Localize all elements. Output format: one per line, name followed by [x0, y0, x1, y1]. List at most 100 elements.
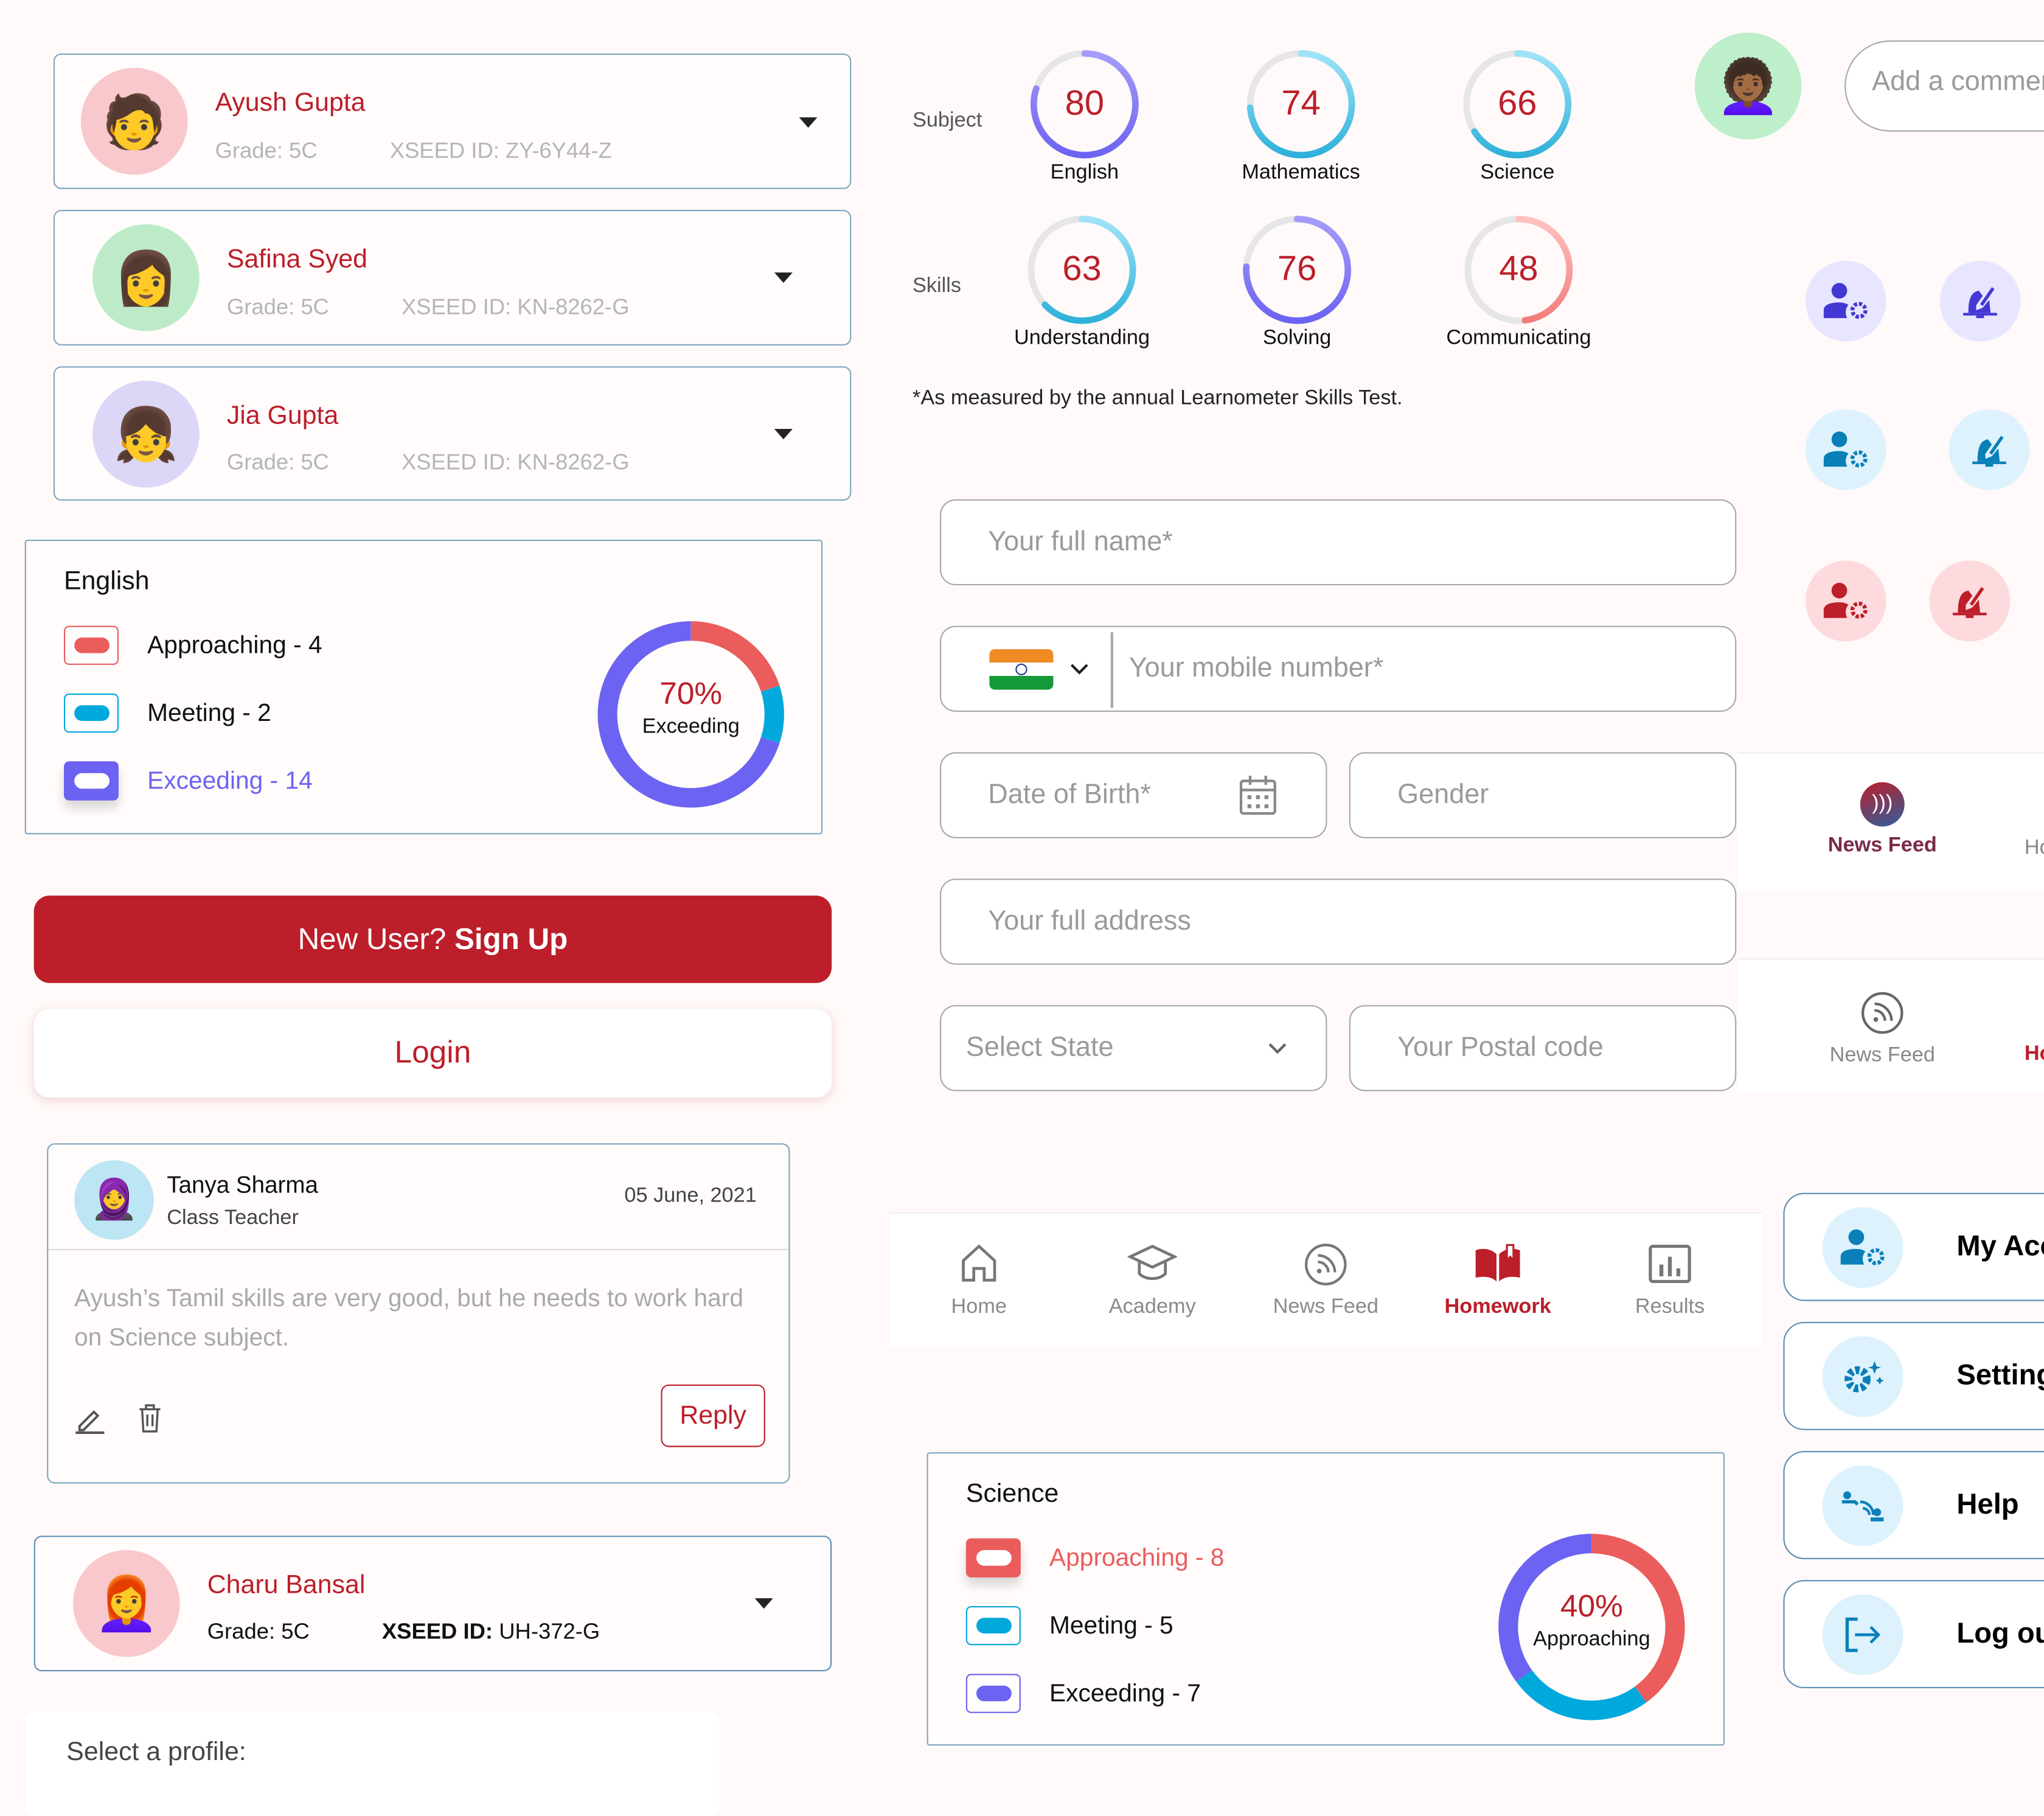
nav-news-feed[interactable]: News Feed [1254, 1242, 1397, 1319]
english-donut-chart [597, 621, 784, 808]
profile-card[interactable]: 👧 Jia Gupta Grade: 5C XSEED ID: KN-8262-… [53, 366, 852, 501]
sign-up-button[interactable]: New User? Sign Up [33, 896, 832, 983]
avatar: 👩 [92, 224, 200, 332]
profile-xseed-id: XSEED ID: ZY-6Y44-Z [389, 138, 612, 163]
xseed-label: XSEED ID: [381, 1619, 493, 1644]
score-ring [1027, 215, 1136, 324]
tab-home[interactable]: Ho [2024, 1043, 2044, 1065]
ring-progress [1031, 50, 1139, 159]
notification-edit-button[interactable] [1948, 409, 2030, 490]
nav-results[interactable]: Results [1598, 1242, 1742, 1319]
mobile-input[interactable]: Your mobile number* [940, 625, 1737, 712]
meeting-legend: Meeting - 5 [1049, 1612, 1173, 1640]
score-label: Understanding [1014, 327, 1150, 350]
ring-progress [1243, 215, 1352, 324]
logout-icon [1845, 1617, 1881, 1652]
delete-icon[interactable] [137, 1403, 163, 1434]
edit-icon[interactable] [74, 1403, 105, 1435]
approaching-legend-icon [64, 625, 119, 665]
full-name-input[interactable]: Your full name* [940, 499, 1737, 586]
sign-up-prefix: New User? [297, 922, 455, 956]
donut-percent: 70% [659, 677, 723, 712]
science-summary-card: Science Approaching - 8 Meeting - 5 Exce… [926, 1452, 1725, 1746]
profile-grade: Grade: 5C [215, 138, 318, 163]
user-settings-button[interactable] [1805, 260, 1886, 342]
meeting-legend-icon [965, 1606, 1021, 1646]
chevron-down-icon[interactable] [774, 429, 793, 440]
login-button[interactable]: Login [33, 1009, 832, 1098]
reply-button[interactable]: Reply [661, 1384, 765, 1447]
calendar-icon[interactable] [1239, 774, 1278, 816]
ring-progress [1471, 50, 1572, 159]
notification-edit-button[interactable] [1929, 560, 2011, 642]
chevron-down-icon[interactable] [774, 272, 793, 283]
donut-segment-meeting [1516, 1670, 1647, 1720]
menu-label: Settings [1956, 1358, 2044, 1391]
state-placeholder: Select State [965, 1032, 1114, 1063]
nav-academy[interactable]: Academy [1080, 1242, 1224, 1319]
science-donut-chart [1498, 1534, 1685, 1720]
rss-icon: ))) [1860, 782, 1905, 827]
menu-settings[interactable]: Settings [1783, 1321, 2044, 1430]
score-ring [1464, 215, 1573, 324]
user-gear-icon [1823, 431, 1868, 468]
tab-news-feed[interactable]: News Feed [1810, 991, 1954, 1068]
home-icon [962, 1244, 996, 1282]
india-flag-icon [989, 649, 1054, 690]
user-gear-icon [1823, 283, 1868, 319]
postal-code-input[interactable]: Your Postal code [1349, 1005, 1737, 1091]
address-input[interactable]: Your full address [940, 878, 1737, 965]
nav-home[interactable]: Home [907, 1242, 1051, 1319]
user-settings-button[interactable] [1805, 560, 1886, 642]
menu-label: My Account [1956, 1229, 2044, 1262]
bottom-navigation: Home Academy News Feed Homework Results [889, 1212, 1763, 1347]
country-chevron-down-icon[interactable] [1069, 661, 1090, 677]
user-gear-icon [1823, 582, 1868, 619]
approaching-legend: Approaching - 8 [1049, 1545, 1225, 1573]
chevron-down-icon [1268, 1043, 1287, 1054]
nav-label: Results [1635, 1296, 1705, 1318]
user-gear-icon [1840, 1229, 1885, 1265]
nav-homework[interactable]: Homework [1426, 1242, 1569, 1319]
profile-xseed-id: XSEED ID: UH-372-G [382, 1619, 600, 1645]
xseed-value: UH-372-G [499, 1619, 600, 1644]
country-divider [1110, 632, 1113, 708]
profile-card[interactable]: 🧑 Ayush Gupta Grade: 5C XSEED ID: ZY-6Y4… [53, 53, 852, 189]
select-profile-panel: Select a profile: [26, 1711, 720, 1816]
state-select[interactable]: Select State [940, 1005, 1327, 1091]
score-value: 76 [1277, 249, 1317, 288]
menu-my-account[interactable]: My Account [1783, 1192, 2044, 1301]
exceeding-legend: Exceeding - 7 [1049, 1680, 1201, 1708]
score-ring [1030, 50, 1139, 159]
tab-label: News Feed [1829, 1044, 1935, 1066]
menu-log-out[interactable]: Log out [1783, 1580, 2044, 1688]
profile-xseed-id: XSEED ID: KN-8262-G [401, 450, 630, 475]
tab-news-feed[interactable]: ))) News Feed [1810, 782, 1954, 858]
profile-card-selected[interactable]: 👩‍🦰 Charu Bansal Grade: 5C XSEED ID: UH-… [33, 1536, 832, 1672]
tab-home[interactable]: Ho [2024, 837, 2044, 860]
exceeding-legend-icon [965, 1674, 1021, 1713]
tab-bar-inactive: News Feed Ho [1737, 958, 2044, 1093]
dob-input[interactable]: Date of Birth* [940, 752, 1327, 838]
book-icon [1475, 1244, 1520, 1282]
notification-edit-button[interactable] [1939, 260, 2021, 342]
teacher-avatar: 🧕 [74, 1160, 154, 1240]
donut-percent: 40% [1560, 1589, 1623, 1624]
profile-card[interactable]: 👩 Safina Syed Grade: 5C XSEED ID: KN-826… [53, 210, 852, 346]
user-settings-button[interactable] [1805, 409, 1886, 490]
donut-segment-meeting [760, 685, 784, 743]
comment-date: 05 June, 2021 [624, 1185, 757, 1208]
donut-status: Approaching [1533, 1628, 1650, 1651]
approaching-legend: Approaching - 4 [147, 632, 322, 660]
ring-progress [1041, 215, 1136, 324]
score-value: 63 [1062, 249, 1102, 288]
gender-input[interactable]: Gender [1349, 752, 1737, 838]
chevron-down-icon[interactable] [754, 1598, 773, 1609]
menu-help[interactable]: Help [1783, 1451, 2044, 1559]
avatar: 🧑 [80, 68, 188, 175]
ring-progress [1515, 215, 1573, 324]
approaching-legend-icon [965, 1538, 1021, 1578]
comment-input[interactable]: Add a comment [1844, 40, 2044, 132]
chevron-down-icon[interactable] [799, 117, 818, 128]
comment-text: Ayush’s Tamil skills are very good, but … [74, 1285, 744, 1352]
